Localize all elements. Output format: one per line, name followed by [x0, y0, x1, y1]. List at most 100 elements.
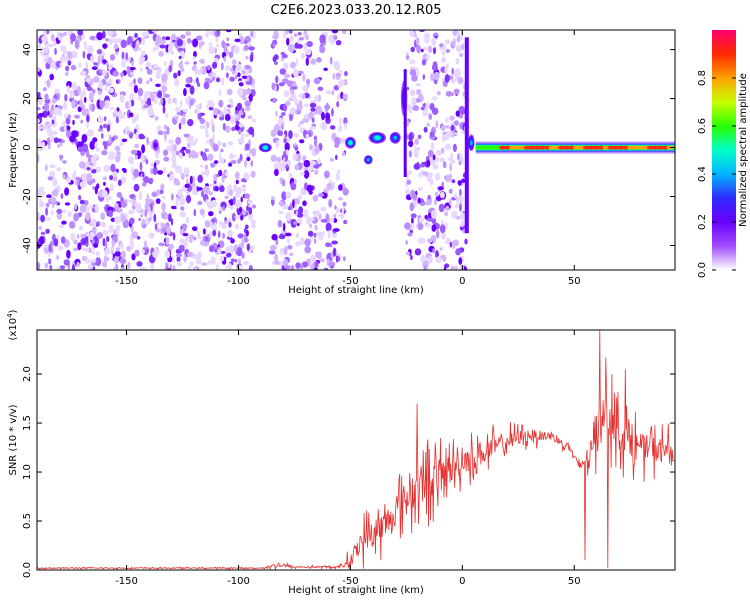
noise-mark	[141, 171, 145, 178]
noise-mark	[450, 124, 455, 131]
noise-mark	[433, 198, 437, 206]
snr-exponent-label: (x104)	[6, 309, 19, 340]
noise-mark	[174, 106, 181, 113]
noise-mark	[282, 133, 286, 138]
noise-mark	[108, 134, 112, 143]
noise-mark	[333, 85, 339, 91]
noise-mark	[188, 105, 192, 109]
noise-mark	[444, 143, 452, 151]
noise-mark	[305, 133, 310, 139]
noise-mark	[60, 45, 67, 52]
x-tick-label: 50	[568, 276, 581, 287]
noise-mark	[332, 73, 336, 80]
noise-mark	[177, 70, 181, 77]
noise-mark	[308, 111, 315, 120]
trace-peak	[573, 145, 580, 150]
trace-peak	[592, 145, 600, 150]
noise-mark	[282, 103, 288, 112]
noise-mark	[277, 219, 283, 228]
noise-mark	[120, 267, 125, 270]
noise-mark	[287, 245, 293, 250]
noise-mark	[251, 147, 257, 157]
feature-mark	[348, 140, 353, 145]
noise-mark	[325, 222, 332, 232]
noise-mark	[217, 109, 220, 115]
noise-mark	[440, 147, 445, 154]
noise-mark	[138, 191, 143, 201]
noise-mark	[87, 129, 94, 137]
noise-mark	[114, 145, 121, 152]
noise-mark	[445, 132, 450, 141]
noise-mark	[225, 30, 232, 33]
noise-mark	[93, 242, 99, 248]
noise-mark	[107, 99, 110, 107]
snr-y-axis-label: SNR (10 * v/v)	[8, 404, 19, 475]
noise-mark	[341, 152, 346, 157]
noise-mark	[229, 115, 236, 124]
noise-mark	[290, 106, 296, 115]
noise-mark	[178, 244, 185, 252]
noise-mark	[88, 154, 91, 164]
noise-mark	[282, 78, 289, 85]
noise-mark	[51, 119, 55, 125]
noise-mark	[227, 141, 234, 146]
noise-mark	[117, 207, 122, 214]
noise-mark	[184, 61, 190, 65]
noise-mark	[244, 64, 251, 70]
noise-mark	[316, 251, 323, 260]
noise-mark	[432, 164, 439, 170]
noise-mark	[101, 189, 108, 198]
noise-mark	[246, 156, 251, 162]
noise-mark	[448, 188, 453, 194]
noise-mark	[159, 44, 166, 49]
noise-mark	[338, 184, 343, 191]
noise-mark	[233, 46, 240, 55]
noise-mark	[165, 226, 171, 235]
noise-mark	[295, 262, 301, 269]
noise-mark	[128, 209, 133, 214]
noise-mark	[248, 93, 253, 102]
noise-mark	[244, 224, 249, 230]
noise-mark	[415, 83, 422, 87]
noise-mark	[39, 235, 45, 245]
noise-mark	[113, 43, 119, 50]
noise-mark	[76, 262, 80, 267]
noise-mark	[284, 142, 290, 152]
noise-mark	[58, 33, 65, 37]
noise-mark	[92, 250, 95, 255]
colorbar-ticks: 0.0 0.2 0.4 0.6 0.8	[697, 70, 736, 278]
noise-mark	[162, 149, 169, 156]
noise-mark	[175, 116, 179, 120]
noise-mark	[218, 206, 223, 211]
noise-mark	[140, 135, 146, 140]
noise-mark	[45, 44, 48, 53]
noise-mark	[244, 133, 250, 138]
noise-mark	[95, 147, 101, 153]
noise-mark	[283, 62, 289, 70]
spectrogram-frame	[36, 29, 676, 271]
noise-mark	[60, 209, 67, 214]
trace-peak	[563, 145, 571, 150]
noise-mark	[152, 64, 158, 69]
noise-mark	[175, 136, 182, 145]
noise-mark	[241, 240, 245, 249]
noise-mark	[418, 173, 423, 177]
trace-peak	[622, 145, 630, 150]
noise-mark	[214, 248, 218, 253]
noise-mark	[182, 241, 188, 248]
noise-mark	[283, 246, 288, 256]
noise-mark	[39, 196, 42, 204]
noise-mark	[113, 176, 118, 182]
noise-mark	[63, 31, 67, 37]
noise-mark	[228, 189, 233, 197]
x-tick-label: -100	[227, 576, 250, 587]
snr-panel: -150 -100 -50 0 50 0.0 0.5 1.0 1.5 2.0 Height of…	[6, 309, 676, 596]
noise-mark	[326, 183, 333, 190]
noise-mark	[93, 76, 100, 83]
signal-feature	[368, 131, 387, 144]
noise-mark	[98, 80, 103, 90]
noise-mark	[337, 256, 341, 262]
noise-mark	[100, 212, 106, 221]
noise-mark	[243, 44, 249, 51]
noise-mark	[459, 53, 464, 57]
